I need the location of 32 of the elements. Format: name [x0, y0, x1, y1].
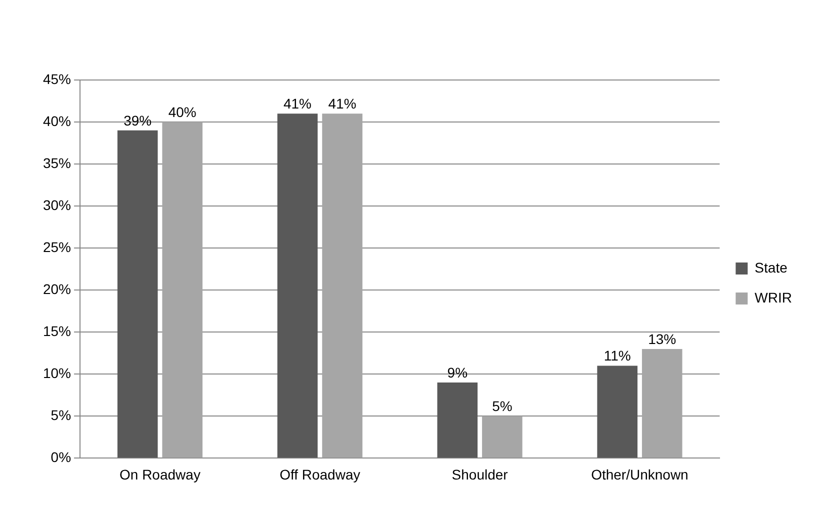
y-tick-label: 0%	[50, 449, 72, 466]
x-tick-label: Other/Unknown	[591, 466, 688, 482]
data-label: 40%	[168, 104, 196, 120]
x-tick-label: Shoulder	[452, 466, 508, 482]
data-label: 41%	[283, 95, 312, 112]
y-tick-label: 30%	[42, 196, 72, 213]
data-label: 41%	[328, 95, 356, 112]
bar	[437, 382, 478, 458]
bar	[322, 114, 362, 458]
bar	[482, 416, 522, 458]
y-tick-label: 10%	[42, 365, 72, 382]
data-label: 5%	[492, 398, 512, 414]
data-label: 9%	[447, 364, 468, 380]
x-tick-label: On Roadway	[120, 466, 200, 482]
y-tick-label: 20%	[42, 280, 72, 297]
bar	[162, 122, 203, 458]
y-tick-label: 15%	[42, 322, 72, 339]
bar	[597, 366, 638, 458]
legend-label: State	[754, 259, 788, 276]
data-label: 11%	[604, 348, 631, 364]
y-tick-label: 35%	[42, 154, 72, 171]
x-tick-label: Off Roadway	[280, 466, 360, 482]
y-tick-label: 45%	[42, 70, 72, 87]
bar	[277, 114, 318, 458]
y-tick-label: 25%	[42, 238, 72, 255]
bar	[642, 348, 682, 458]
data-label: 13%	[648, 330, 676, 347]
y-tick-label: 40%	[42, 112, 72, 129]
data-label: 39%	[124, 112, 152, 128]
bar	[117, 130, 158, 458]
legend-label: WRIR	[754, 289, 792, 306]
y-tick-label: 5%	[50, 407, 72, 424]
